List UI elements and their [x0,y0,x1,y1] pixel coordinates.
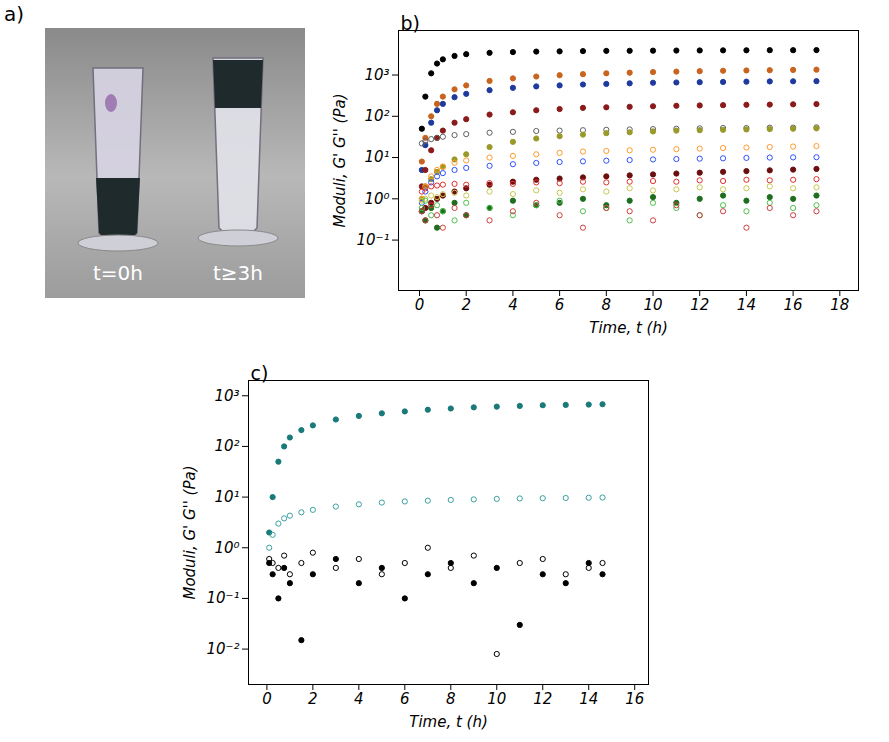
svg-text:Time, t (h): Time, t (h) [589,319,668,337]
svg-text:0: 0 [262,690,272,708]
svg-text:10⁰: 10⁰ [214,539,239,557]
svg-text:t=0h: t=0h [93,261,143,285]
svg-text:10³: 10³ [214,387,239,405]
svg-text:18: 18 [830,296,849,314]
svg-text:2: 2 [308,690,318,708]
svg-text:10¹: 10¹ [364,148,389,166]
svg-text:Moduli, G' G'' (Pa): Moduli, G' G'' (Pa) [181,465,199,599]
svg-text:b): b) [401,12,420,34]
svg-text:14: 14 [737,296,756,314]
svg-text:4: 4 [508,296,518,314]
svg-text:16: 16 [784,296,803,314]
svg-text:16: 16 [625,690,644,708]
svg-text:8: 8 [602,296,612,314]
svg-text:10¹: 10¹ [214,488,239,506]
svg-text:10³: 10³ [364,66,389,84]
svg-text:12: 12 [690,296,709,314]
svg-text:6: 6 [400,690,410,708]
svg-text:14: 14 [579,690,598,708]
svg-text:10⁰: 10⁰ [364,190,389,208]
svg-text:10⁻²: 10⁻² [206,640,239,658]
svg-text:2: 2 [461,296,471,314]
svg-text:4: 4 [354,690,364,708]
svg-text:Time, t (h): Time, t (h) [409,713,488,731]
svg-text:0: 0 [415,296,425,314]
svg-text:12: 12 [533,690,552,708]
svg-text:6: 6 [555,296,565,314]
svg-text:10: 10 [643,296,662,314]
html-text:a): a) [4,2,25,26]
svg-text:10⁻¹: 10⁻¹ [206,589,239,607]
svg-text:10²: 10² [364,107,389,125]
svg-text:10²: 10² [214,437,239,455]
svg-text:Moduli, G' G'' (Pa): Moduli, G' G'' (Pa) [331,93,349,227]
svg-text:10⁻¹: 10⁻¹ [356,231,389,249]
svg-text:10: 10 [487,690,506,708]
svg-text:t≥3h: t≥3h [213,261,263,285]
svg-text:c): c) [251,362,269,384]
svg-text:8: 8 [446,690,456,708]
